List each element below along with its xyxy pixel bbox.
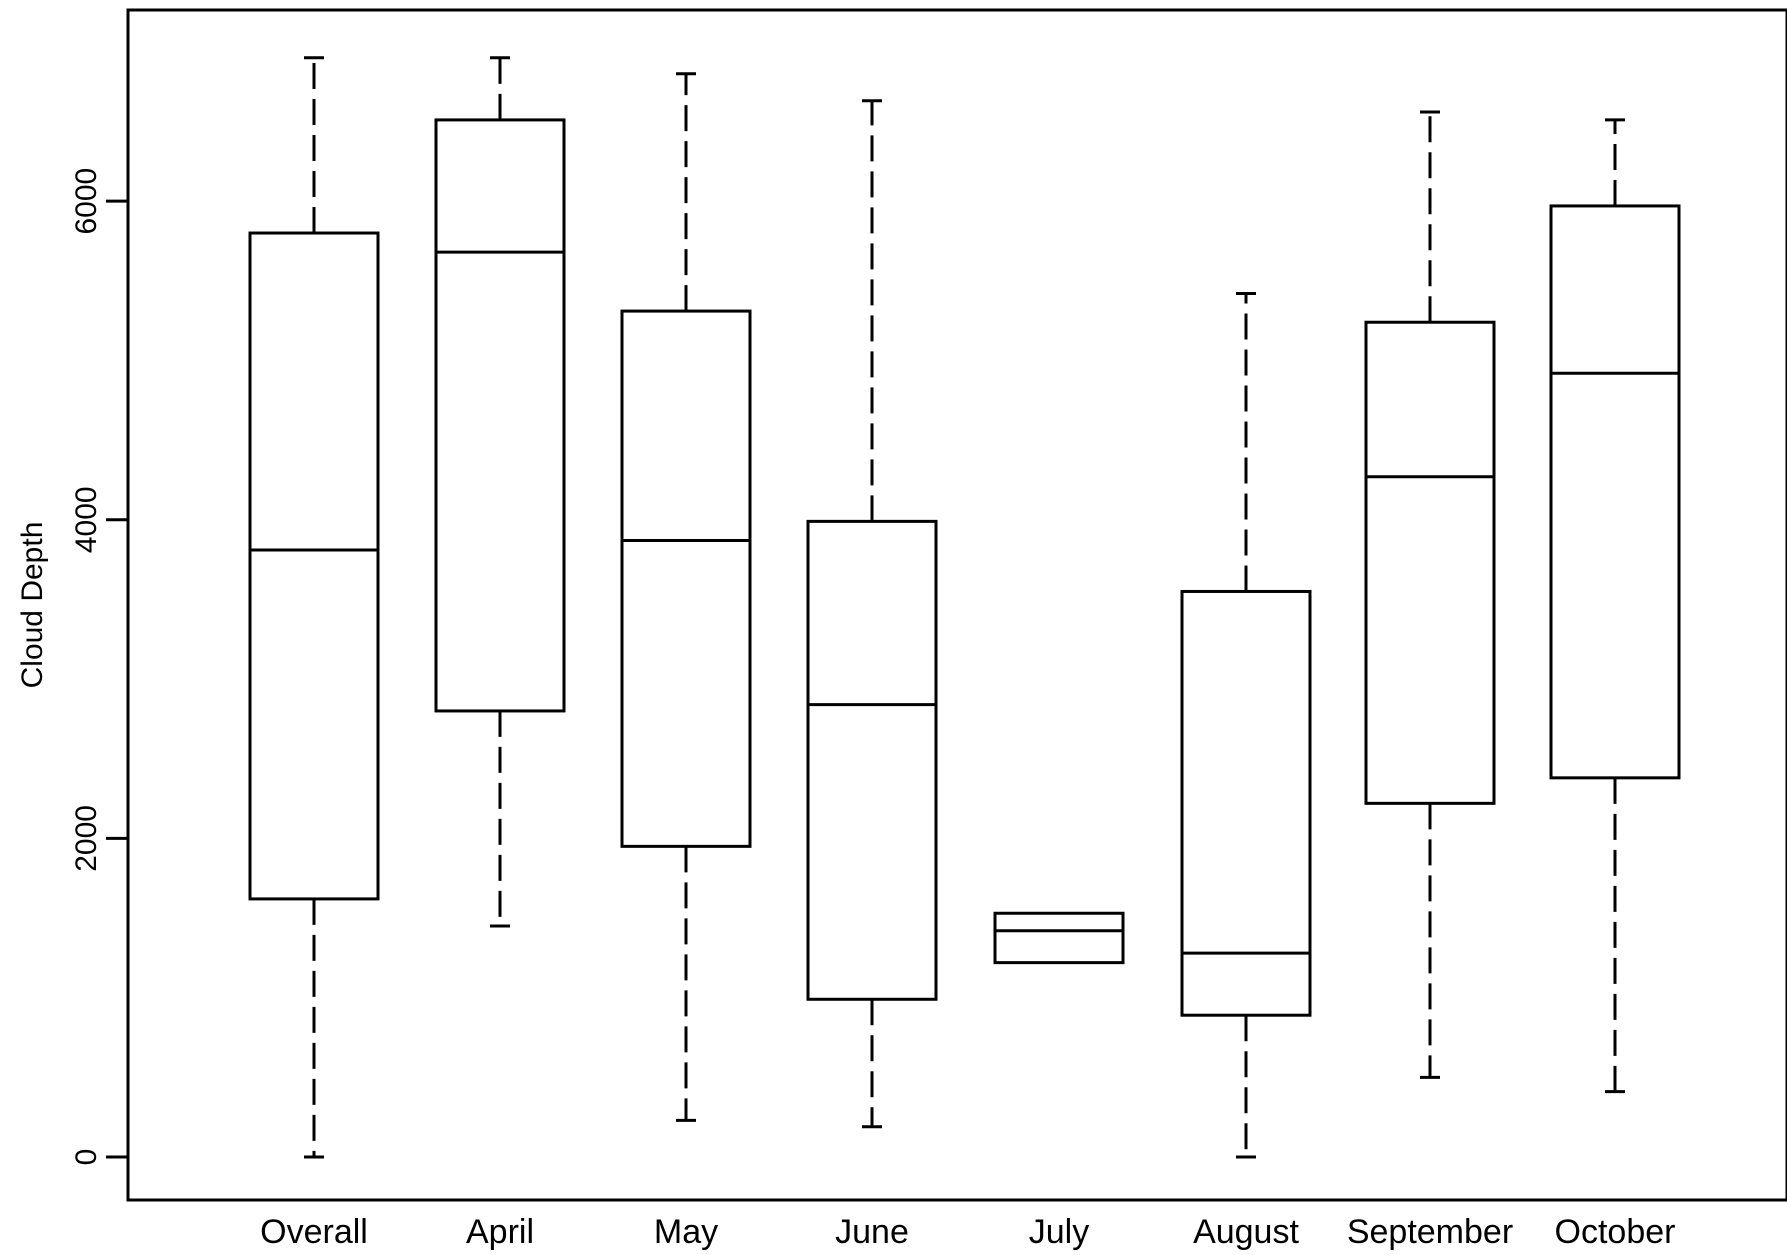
- x-tick-label-april: April: [466, 1213, 534, 1251]
- iqr-box-july: [993, 911, 1125, 965]
- x-tick-label-october: October: [1555, 1213, 1676, 1251]
- plot-frame: [126, 8, 1787, 1202]
- iqr-box-august: [1180, 589, 1312, 1017]
- y-tick-label-2000: 2000: [70, 805, 103, 872]
- y-tick-label-4000: 4000: [70, 486, 103, 553]
- box-august: [1180, 292, 1312, 1159]
- box-june: [806, 99, 938, 1129]
- iqr-box-june: [806, 519, 938, 1001]
- x-tick-label-september: September: [1347, 1213, 1513, 1251]
- x-tick-label-july: July: [1029, 1213, 1089, 1251]
- x-tick-label-august: August: [1193, 1213, 1299, 1251]
- iqr-box-overall: [248, 231, 380, 901]
- box-july: [993, 911, 1125, 965]
- iqr-box-october: [1549, 204, 1681, 780]
- box-october: [1549, 118, 1681, 1094]
- box-overall: [248, 56, 380, 1159]
- y-tick-label-0: 0: [70, 1149, 103, 1166]
- box-may: [620, 72, 752, 1122]
- iqr-box-may: [620, 309, 752, 848]
- iqr-box-april: [434, 118, 566, 713]
- y-axis: 0 2000 4000 6000: [70, 168, 128, 1166]
- boxes-group: [248, 56, 1681, 1159]
- x-tick-label-june: June: [835, 1213, 909, 1251]
- iqr-box-september: [1364, 320, 1496, 805]
- box-september: [1364, 110, 1496, 1079]
- box-april: [434, 56, 566, 928]
- x-tick-label-may: May: [654, 1213, 718, 1251]
- x-tick-label-overall: Overall: [260, 1213, 368, 1251]
- x-axis-labels: Overall April May June July August September Oc…: [260, 1213, 1675, 1251]
- y-tick-label-6000: 6000: [70, 168, 103, 235]
- y-axis-title: Cloud Depth: [16, 522, 49, 689]
